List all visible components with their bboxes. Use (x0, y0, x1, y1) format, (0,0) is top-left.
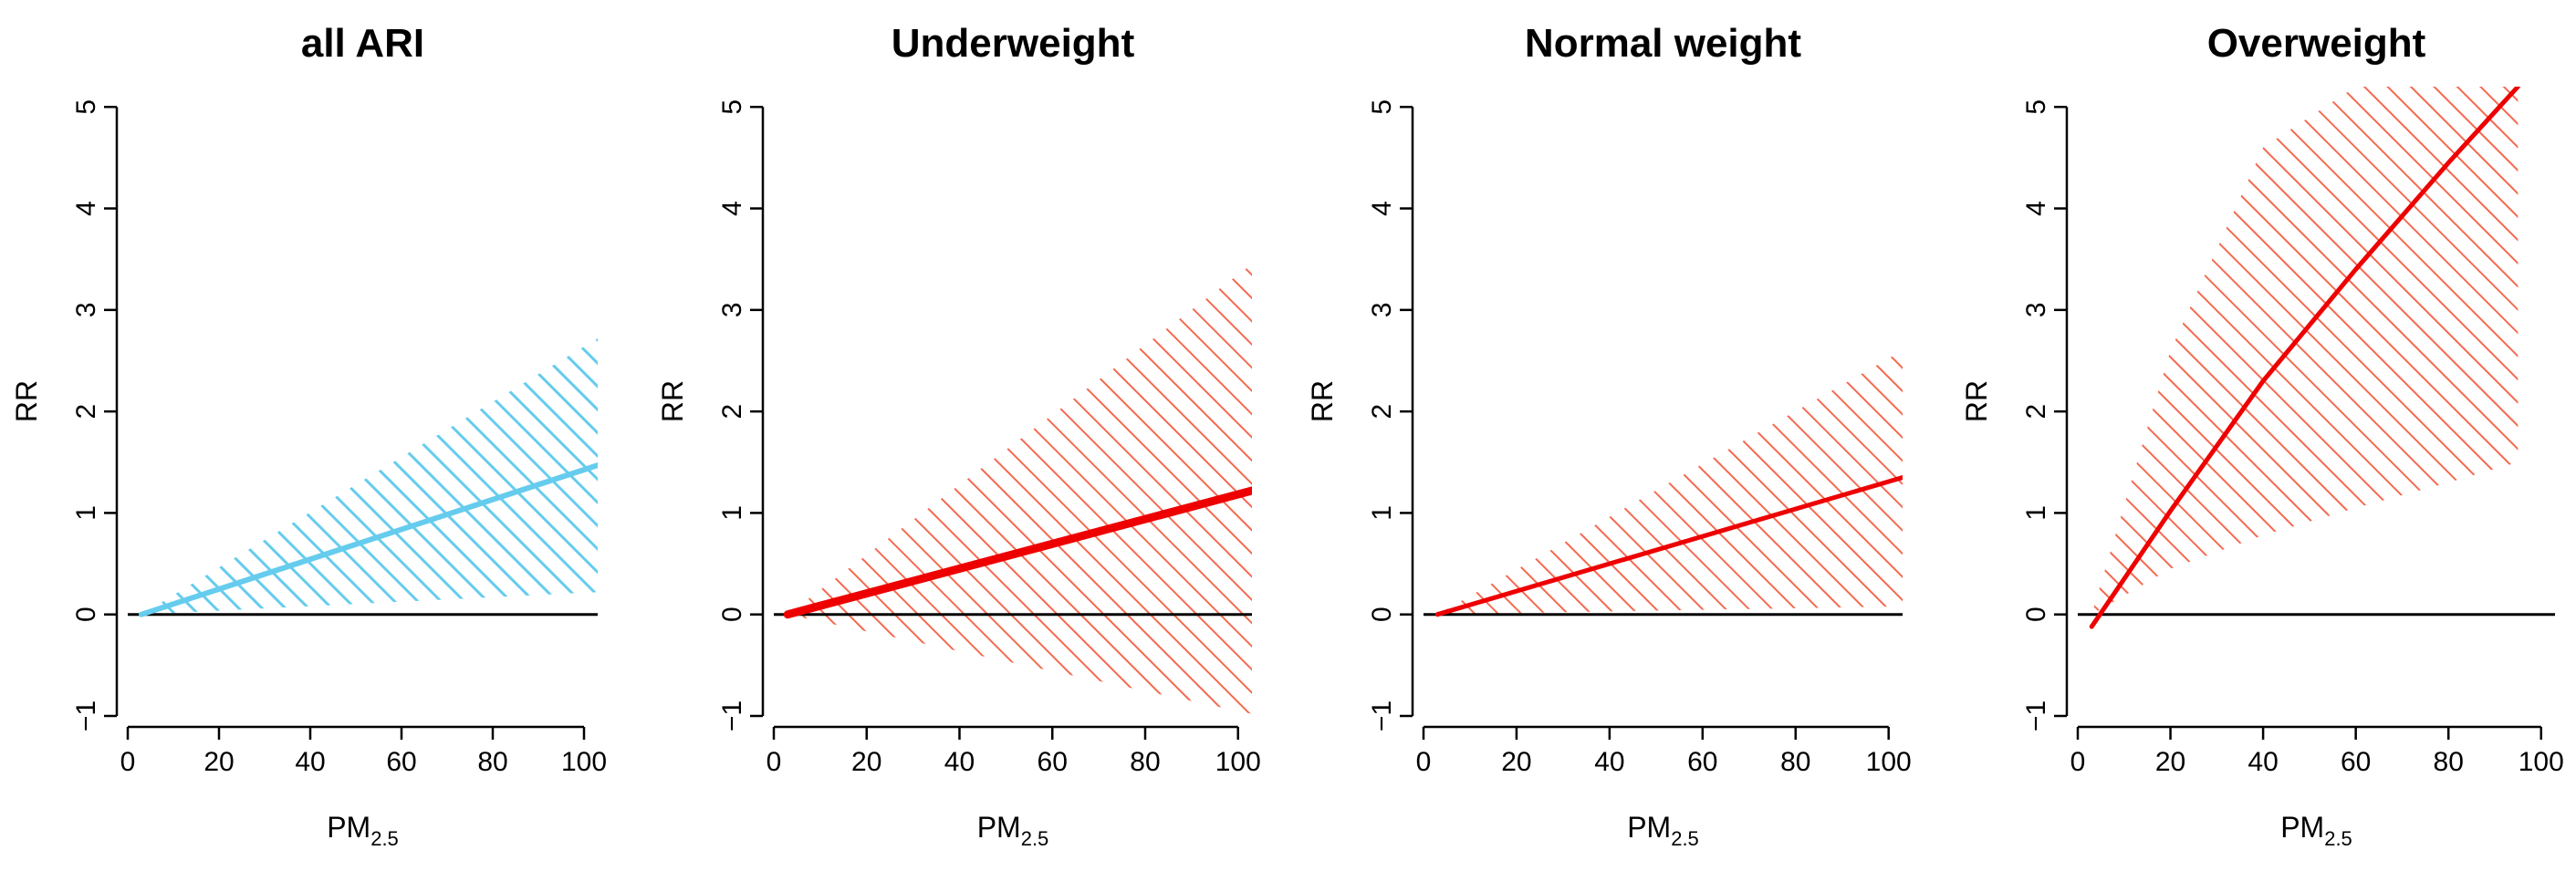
y-tick-label: 2 (71, 404, 101, 420)
y-tick-label: 1 (1367, 505, 1397, 521)
estimate-line (2089, 87, 2520, 629)
x-tick-label: 60 (1038, 747, 1068, 777)
y-tick-label: 2 (2021, 404, 2051, 420)
y-tick-label: 5 (2021, 99, 2051, 115)
y-tick-label: 5 (717, 99, 747, 115)
x-tick-label: 80 (1780, 747, 1810, 777)
y-tick-label: 0 (1367, 607, 1397, 622)
x-tick-label: 60 (1687, 747, 1717, 777)
y-tick-label: −1 (1367, 700, 1397, 731)
x-tick-label: 80 (2434, 747, 2464, 777)
y-tick-label: 5 (1367, 99, 1397, 115)
confidence-band (2091, 87, 2519, 615)
x-tick-label: 0 (767, 747, 782, 777)
y-tick-label: −1 (2021, 700, 2051, 731)
x-axis-label: PM2.5 (977, 811, 1049, 850)
y-tick-label: 4 (2021, 201, 2051, 216)
x-tick-label: 60 (386, 747, 416, 777)
panel-1: −1 0 1 2 3 4 5 0 20 40 60 80 100 all ARI PM2.5 RR (10, 21, 607, 850)
y-tick-label: 5 (71, 99, 101, 115)
estimate-line (783, 486, 1252, 619)
x-tick-label: 100 (1215, 747, 1261, 777)
y-tick-label: 0 (2021, 607, 2051, 622)
panel-3: −1 0 1 2 3 4 5 0 20 40 60 80 100 Normal weight PM2.5 RR (1306, 21, 1912, 850)
y-tick-label: 2 (717, 404, 747, 420)
x-tick-label: 60 (2341, 747, 2371, 777)
x-tick-label: 100 (561, 747, 607, 777)
x-tick-label: 100 (2519, 747, 2564, 777)
panel-title: Underweight (892, 21, 1135, 66)
x-tick-label: 80 (1130, 747, 1160, 777)
y-tick-label: −1 (717, 700, 747, 731)
x-tick-label: 40 (2247, 747, 2278, 777)
confidence-band (141, 338, 598, 615)
x-tick-label: 0 (1416, 747, 1432, 777)
x-tick-label: 20 (851, 747, 881, 777)
y-axis-label: RR (1960, 380, 1993, 422)
y-axis-label: RR (656, 380, 689, 422)
x-axis-label: PM2.5 (1627, 811, 1699, 850)
x-tick-label: 20 (203, 747, 234, 777)
x-tick-label: 20 (1501, 747, 1531, 777)
y-axis-label: RR (1306, 380, 1339, 422)
y-tick-label: 2 (1367, 404, 1397, 420)
panel-title: all ARI (301, 21, 424, 66)
y-tick-label: 4 (717, 201, 747, 216)
confidence-band (1437, 350, 1903, 615)
y-tick-label: 1 (71, 505, 101, 521)
y-tick-label: 0 (71, 607, 101, 622)
x-tick-label: 80 (477, 747, 507, 777)
panel-title: Normal weight (1525, 21, 1801, 66)
x-tick-label: 40 (944, 747, 975, 777)
y-axis-label: RR (10, 380, 43, 422)
y-tick-label: 3 (1367, 302, 1397, 317)
confidence-band (787, 264, 1252, 714)
x-axis-label: PM2.5 (2280, 811, 2352, 850)
y-tick-label: 1 (2021, 505, 2051, 521)
y-tick-label: 3 (717, 302, 747, 317)
y-tick-label: 3 (2021, 302, 2051, 317)
y-tick-label: 4 (71, 201, 101, 216)
y-tick-label: 1 (717, 505, 747, 521)
panel-4: −1 0 1 2 3 4 5 0 20 40 60 80 100 Overweight PM2.5 RR (1960, 21, 2564, 850)
y-tick-label: 3 (71, 302, 101, 317)
panel-title: Overweight (2207, 21, 2426, 66)
x-tick-label: 40 (1594, 747, 1624, 777)
estimate-line (139, 462, 598, 617)
y-tick-label: −1 (71, 700, 101, 731)
y-tick-label: 0 (717, 607, 747, 622)
x-axis-label: PM2.5 (327, 811, 399, 850)
x-tick-label: 0 (120, 747, 136, 777)
estimate-line (1434, 474, 1903, 617)
x-tick-label: 100 (1866, 747, 1912, 777)
panel-2: −1 0 1 2 3 4 5 0 20 40 60 80 100 Underweight PM2.5 RR (656, 21, 1261, 850)
x-tick-label: 40 (295, 747, 325, 777)
y-tick-label: 4 (1367, 201, 1397, 216)
x-tick-label: 0 (2070, 747, 2086, 777)
x-tick-label: 20 (2155, 747, 2185, 777)
